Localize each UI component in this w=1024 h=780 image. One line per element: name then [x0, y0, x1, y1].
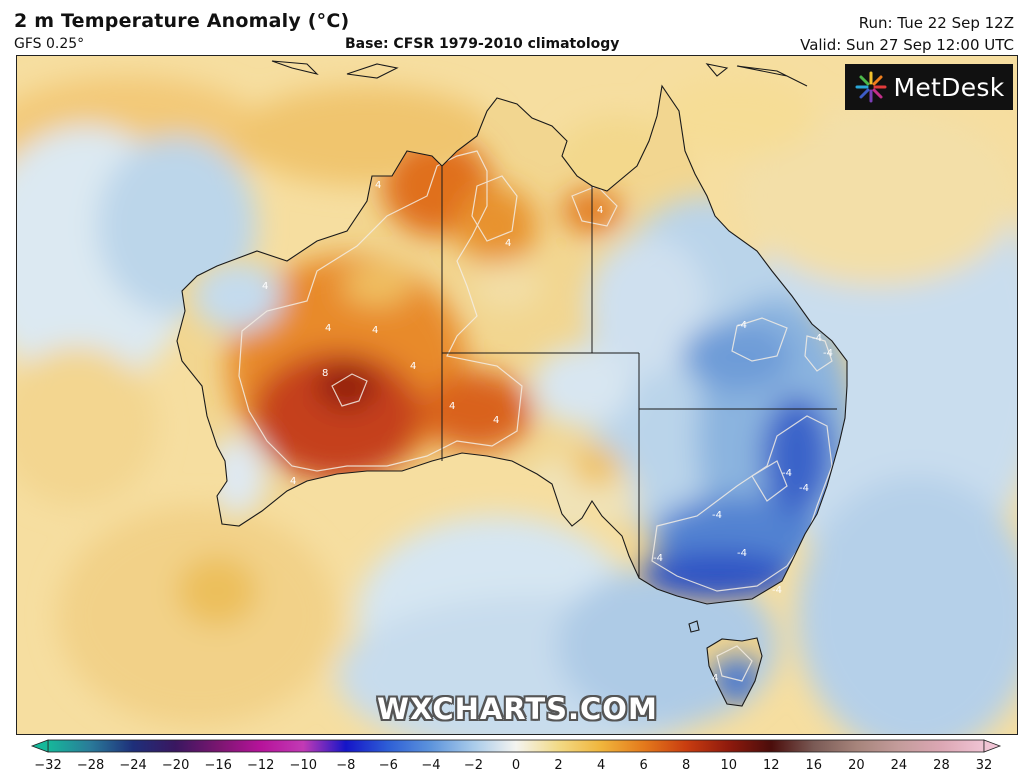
colorbar-tick-label: −10 — [289, 758, 317, 773]
colorbar-tick-label: −2 — [463, 758, 484, 773]
colorbar-tick-label: 20 — [848, 758, 865, 773]
colorbar-tick-label: −4 — [421, 758, 441, 773]
colorbar-max-arrow — [983, 739, 1002, 753]
contour-label: -4 — [737, 548, 747, 559]
contour-label: -4 — [823, 348, 833, 359]
contour-label: -4 — [812, 333, 822, 344]
colorbar-tick-label: −20 — [161, 758, 190, 773]
contour-label: 4 — [372, 325, 378, 336]
contour-label: 4 — [262, 281, 268, 292]
colorbar-tick-label: 16 — [805, 758, 823, 773]
contour-label: -4 — [712, 510, 722, 521]
contour-label: 4 — [505, 238, 511, 249]
colorbar-tick-label: 6 — [639, 758, 648, 773]
colorbar-tick-label: −24 — [119, 758, 147, 773]
colorbar-tick-label: 8 — [682, 758, 691, 773]
contour-label: 4 — [597, 205, 603, 216]
anomaly-map — [17, 56, 1017, 734]
model-label: GFS 0.25° — [14, 36, 85, 52]
colorbar-tick-label: 24 — [890, 758, 908, 773]
contour-label: -4 — [772, 585, 782, 596]
colorbar-tick-label: 0 — [511, 758, 521, 773]
contour-label: -4 — [782, 468, 792, 479]
colorbar-gradient — [47, 739, 985, 753]
contour-label: -4 — [653, 553, 663, 564]
colorbar-tick-label: 2 — [554, 758, 563, 773]
colorbar-tick-label: −28 — [76, 758, 105, 773]
colorbar-tick-label: 12 — [762, 758, 780, 773]
colorbar-min-arrow — [30, 739, 49, 753]
contour-label: 4 — [410, 361, 416, 372]
colorbar-tick-label: 32 — [975, 758, 993, 773]
colorbar-tick-label: −32 — [34, 758, 62, 773]
colorbar-tick-label: −12 — [247, 758, 275, 773]
contour-label: 4 — [712, 673, 718, 684]
base-climatology-label: Base: CFSR 1979-2010 climatology — [345, 36, 620, 52]
contour-label: 8 — [322, 368, 328, 379]
contour-label: 4 — [290, 476, 296, 487]
wxcharts-watermark: WXCHARTS.COM — [377, 692, 658, 726]
contour-labels: 4 4 4 4 4 4 4 4 8 4 4 -4 -4 -4 -4 -4 -4 … — [262, 180, 833, 684]
contour-label: 4 — [325, 323, 331, 334]
colorbar-tick-label: −6 — [378, 758, 398, 773]
metdesk-logo: MetDesk — [845, 64, 1013, 110]
contour-label: 4 — [375, 180, 381, 191]
contour-label: 4 — [449, 401, 455, 412]
valid-time-label: Valid: Sun 27 Sep 12:00 UTC — [800, 36, 1014, 54]
starburst-icon — [855, 71, 886, 103]
colorbar-tick-label: 28 — [933, 758, 950, 773]
colorbar-tick-label: −16 — [204, 758, 232, 773]
chart-title: 2 m Temperature Anomaly (°C) — [14, 10, 350, 32]
colorbar-tick-label: 4 — [596, 758, 606, 773]
map-panel: 4 4 4 4 4 4 4 4 8 4 4 -4 -4 -4 -4 -4 -4 … — [16, 55, 1018, 735]
contour-label: -4 — [799, 483, 809, 494]
run-time-label: Run: Tue 22 Sep 12Z — [858, 14, 1014, 32]
metdesk-logo-text: MetDesk — [893, 72, 1005, 102]
colorbar-tick-label: 10 — [720, 758, 737, 773]
colorbar-tick-label: −8 — [336, 758, 356, 773]
contour-label: -4 — [737, 320, 747, 331]
colorbar — [30, 739, 1002, 753]
contour-label: 4 — [493, 415, 499, 426]
